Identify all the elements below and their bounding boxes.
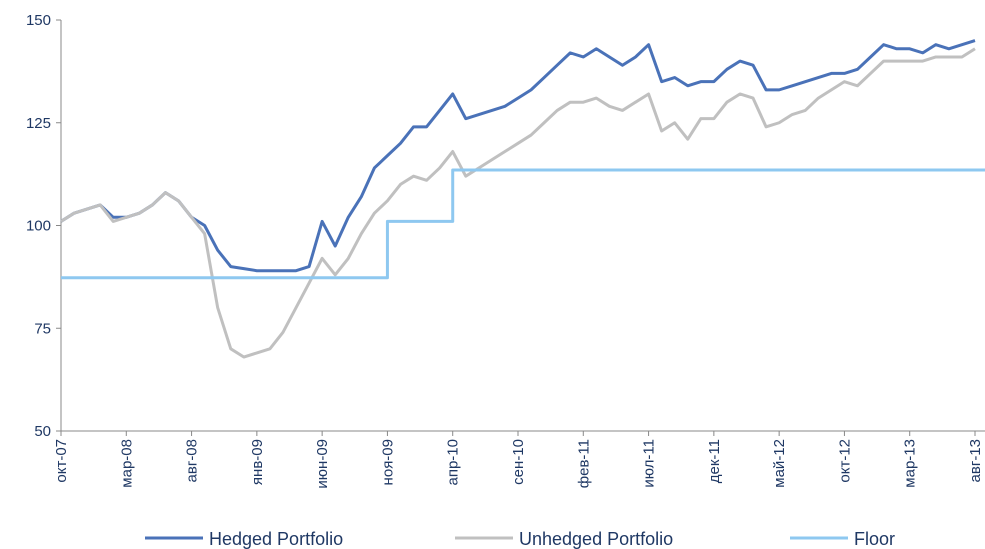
x-tick-label: май-12 bbox=[771, 439, 788, 488]
x-tick-label: мар-08 bbox=[118, 439, 135, 488]
x-tick-label: окт-07 bbox=[53, 439, 70, 483]
x-tick-label: ноя-09 bbox=[379, 439, 396, 485]
y-tick-label: 50 bbox=[34, 423, 51, 440]
legend-label: Floor bbox=[854, 529, 895, 549]
series-line bbox=[60, 39, 976, 273]
y-tick-label: 75 bbox=[34, 320, 51, 337]
x-tick-label: окт-12 bbox=[836, 439, 853, 483]
x-tick-label: сен-10 bbox=[510, 439, 527, 485]
x-tick-label: мар-13 bbox=[902, 439, 919, 488]
x-tick-label: авг-08 bbox=[184, 439, 201, 482]
x-tick-label: апр-10 bbox=[445, 439, 462, 486]
x-tick-label: янв-09 bbox=[249, 439, 266, 485]
legend-label: Unhedged Portfolio bbox=[519, 529, 673, 549]
x-tick-label: июн-09 bbox=[314, 439, 331, 489]
x-tick-label: дек-11 bbox=[706, 439, 723, 483]
y-tick-label: 125 bbox=[26, 115, 51, 132]
y-tick-label: 100 bbox=[26, 218, 51, 235]
x-tick-label: июл-11 bbox=[641, 439, 658, 488]
x-tick-label: авг-13 bbox=[967, 439, 984, 482]
series-line bbox=[60, 47, 976, 359]
series-line bbox=[61, 168, 985, 280]
y-tick-label: 150 bbox=[26, 12, 51, 29]
x-tick-label: фев-11 bbox=[575, 439, 592, 488]
legend-label: Hedged Portfolio bbox=[209, 529, 343, 549]
